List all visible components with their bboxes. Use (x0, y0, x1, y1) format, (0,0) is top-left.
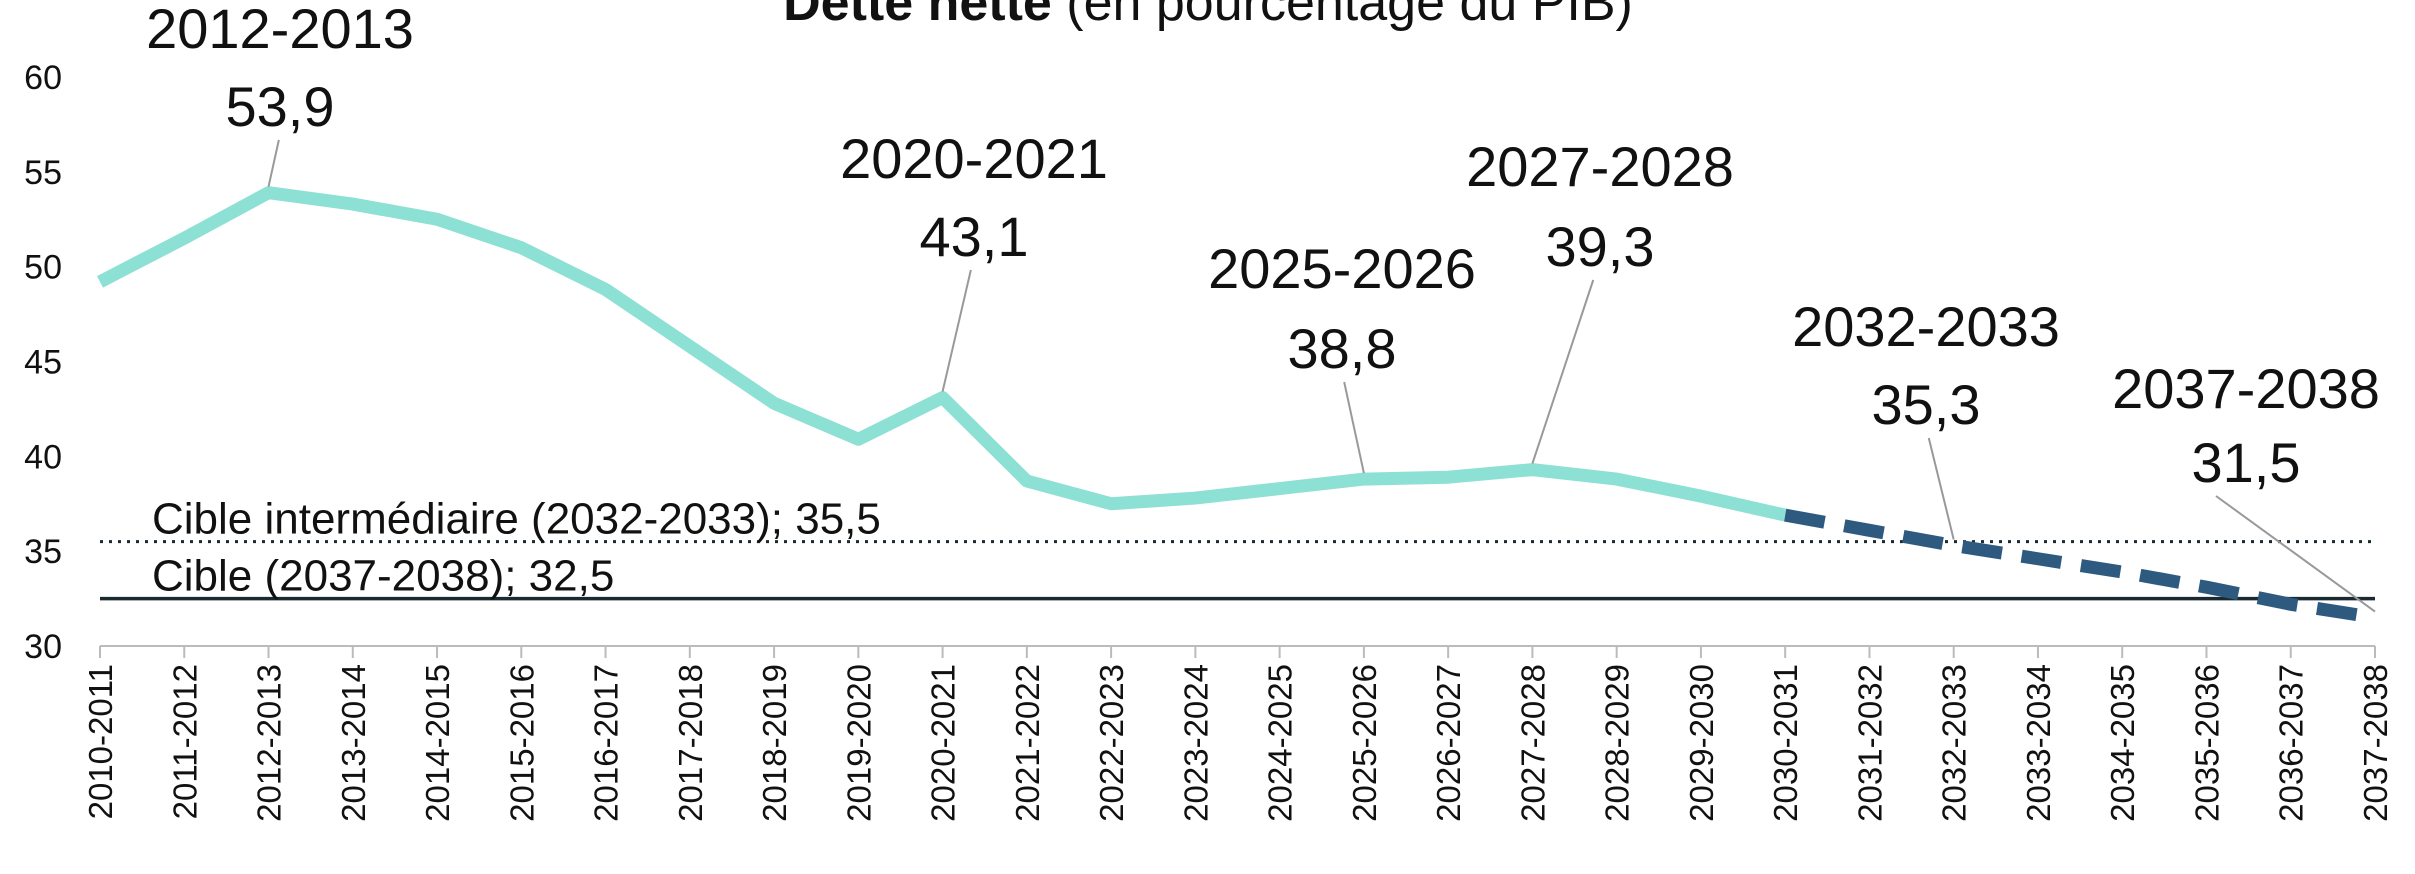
annotation-leader (1343, 381, 1365, 474)
x-tick-label: 2018-2019 (756, 664, 793, 822)
x-tick-label: 2029-2030 (1683, 664, 1720, 822)
annotation-value: 53,9 (226, 75, 335, 138)
series-line (97, 186, 1787, 522)
x-tick-label: 2025-2026 (1346, 664, 1383, 822)
x-tick-label: 2031-2032 (1851, 664, 1888, 822)
x-tick-label: 2016-2017 (588, 664, 625, 822)
y-tick-label: 30 (24, 628, 62, 666)
annotation-value: 39,3 (1546, 215, 1655, 278)
x-tick-label: 2032-2033 (1936, 664, 1973, 822)
x-tick-label: 2014-2015 (419, 664, 456, 822)
annotation-category: 2025-2026 (1208, 237, 1476, 300)
annotation-category: 2037-2038 (2112, 357, 2380, 420)
x-tick-label: 2022-2023 (1093, 664, 1130, 822)
annotation-category: 2032-2033 (1792, 295, 2060, 358)
x-tick-label: 2030-2031 (1767, 664, 1804, 822)
y-tick-label: 40 (24, 438, 62, 476)
y-tick-label: 45 (24, 344, 62, 382)
x-tick-label: 2034-2035 (2104, 664, 2141, 822)
x-tick-label: 2019-2020 (840, 664, 877, 822)
x-tick-label: 2011-2012 (166, 664, 203, 819)
x-tick-label: 2010-2011 (82, 664, 119, 819)
annotation-category: 2020-2021 (840, 127, 1108, 190)
x-tick-label: 2035-2036 (2188, 664, 2225, 822)
annotation-leader (2215, 495, 2376, 613)
y-tick-label: 60 (24, 59, 62, 97)
x-tick-label: 2033-2034 (2020, 664, 2057, 822)
series-line (1784, 508, 2377, 624)
y-tick-label: 55 (24, 154, 62, 192)
chart-title-group: Dette nette (en pourcentage du PIB) (783, 0, 1633, 32)
annotation-category: 2012-2013 (146, 0, 414, 60)
x-tick-label: 2037-2038 (2357, 664, 2394, 822)
annotation-leader (941, 269, 972, 392)
annotation-leader (267, 139, 280, 187)
x-tick-label: 2021-2022 (1009, 664, 1046, 822)
annotation-leader (1927, 437, 1955, 540)
x-tick-label: 2023-2024 (1177, 664, 1214, 822)
chart-subtitle: (en pourcentage du PIB) (1066, 0, 1633, 32)
y-tick-label: 50 (24, 249, 62, 287)
annotation-leader (1531, 279, 1595, 464)
x-tick-label: 2013-2014 (335, 664, 372, 822)
reference-label: Cible (2037-2038); 32,5 (152, 552, 614, 601)
x-tick-label: 2020-2021 (925, 664, 962, 822)
y-tick-label: 35 (24, 533, 62, 571)
x-tick-label: 2024-2025 (1262, 664, 1299, 822)
x-tick-label: 2015-2016 (503, 664, 540, 822)
x-tick-label: 2026-2027 (1430, 664, 1467, 822)
annotation-value: 38,8 (1288, 317, 1397, 380)
x-tick-label: 2028-2029 (1599, 664, 1636, 822)
annotation-value: 43,1 (920, 205, 1029, 268)
annotation-value: 31,5 (2192, 431, 2301, 494)
x-tick-label: 2036-2037 (2273, 664, 2310, 822)
reference-label: Cible intermédiaire (2032-2033); 35,5 (152, 495, 881, 544)
x-tick-label: 2012-2013 (251, 664, 288, 822)
annotation-value: 35,3 (1872, 373, 1981, 436)
x-tick-label: 2027-2028 (1514, 664, 1551, 822)
annotation-category: 2027-2028 (1466, 135, 1734, 198)
chart-title: Dette nette (783, 0, 1052, 32)
x-tick-label: 2017-2018 (672, 664, 709, 822)
